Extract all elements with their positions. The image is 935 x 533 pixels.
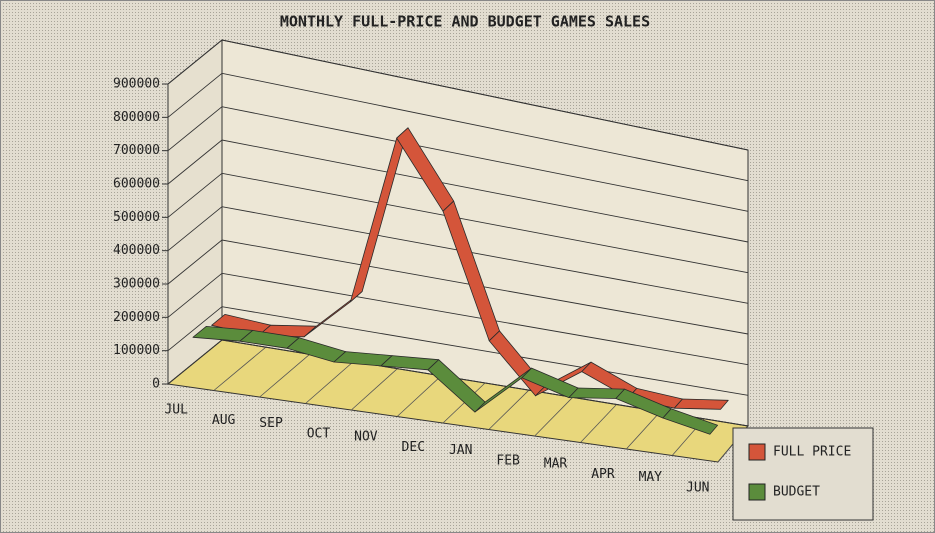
floor-line xyxy=(488,389,530,430)
grid-line xyxy=(167,206,749,304)
x-tick-label: AUG xyxy=(212,413,236,428)
grid-line xyxy=(167,239,749,335)
x-tick-label: MAR xyxy=(544,456,568,471)
floor-line xyxy=(534,397,573,437)
ribbon-segment xyxy=(662,408,718,435)
legend-swatch xyxy=(748,483,766,501)
legend-box xyxy=(732,427,874,521)
y-tick-label: 0 xyxy=(152,377,160,392)
x-tick-label: NOV xyxy=(354,429,378,444)
grid-line xyxy=(167,72,749,182)
chart-title: MONTHLY FULL-PRICE AND BUDGET GAMES SALE… xyxy=(280,13,650,31)
floor-line xyxy=(259,354,310,398)
floor-line xyxy=(580,404,617,443)
x-tick-label: FEB xyxy=(496,454,520,469)
x-tick-label: DEC xyxy=(402,440,425,455)
grid-line xyxy=(167,39,749,151)
y-tick-label: 800000 xyxy=(113,110,160,125)
y-tick-label: 400000 xyxy=(113,243,160,258)
y-tick-label: 900000 xyxy=(113,77,160,92)
y-tick-label: 600000 xyxy=(113,177,160,192)
grid-line xyxy=(167,306,749,396)
floor-line xyxy=(396,375,442,417)
y-tick-label: 200000 xyxy=(113,310,160,325)
grid-line xyxy=(167,172,749,274)
x-tick-label: APR xyxy=(591,467,615,482)
y-tick-label: 500000 xyxy=(113,210,160,225)
floor-line xyxy=(626,411,661,450)
x-tick-label: JUN xyxy=(686,480,709,495)
floor-line xyxy=(351,368,398,411)
x-tick-label: JUL xyxy=(164,403,188,418)
legend-swatch xyxy=(748,443,766,461)
x-tick-label: JAN xyxy=(449,443,472,458)
grid-line xyxy=(167,272,749,366)
y-tick-label: 700000 xyxy=(113,143,160,158)
grid-line xyxy=(167,106,749,212)
legend-label: BUDGET xyxy=(773,485,820,500)
y-tick-label: 300000 xyxy=(113,277,160,292)
ribbon-segment xyxy=(673,398,729,410)
ribbon-segment xyxy=(568,387,625,399)
x-tick-label: MAY xyxy=(639,470,663,485)
floor-line xyxy=(442,382,486,424)
y-tick-label: 100000 xyxy=(113,343,160,358)
floor-line xyxy=(305,361,354,404)
legend-label: FULL PRICE xyxy=(773,445,851,460)
x-tick-label: OCT xyxy=(307,427,331,442)
floor-line xyxy=(213,346,267,391)
grid-line xyxy=(167,139,749,243)
x-tick-label: SEP xyxy=(259,416,283,431)
